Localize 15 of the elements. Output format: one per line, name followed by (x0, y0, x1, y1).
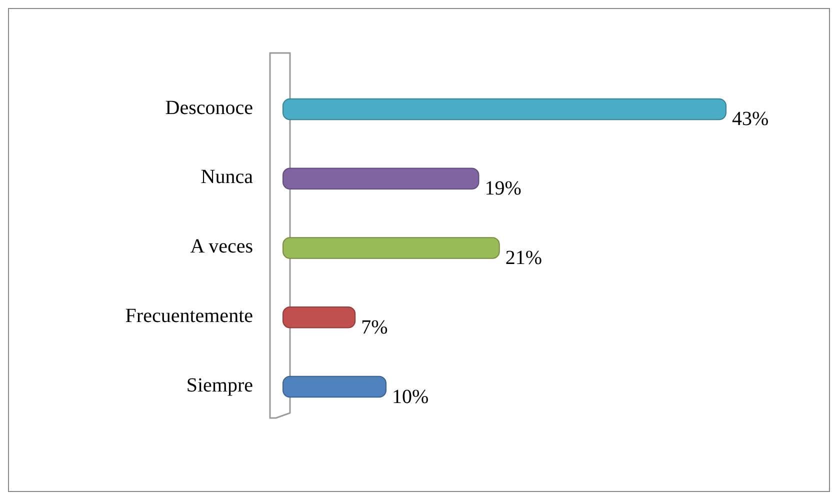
y-tick-label: A veces (190, 236, 254, 258)
data-label: 7% (361, 316, 388, 338)
bar (282, 376, 387, 398)
bar (282, 306, 356, 328)
y-tick-label: Frecuentemente (125, 304, 254, 327)
data-label: 43% (732, 108, 769, 130)
data-label: 10% (392, 386, 429, 408)
y-tick-label: Siempre (186, 374, 254, 396)
y-tick-label: Desconoce (165, 96, 254, 119)
data-label: 21% (505, 247, 542, 269)
bar (282, 237, 500, 259)
bar (282, 168, 480, 190)
data-label: 19% (484, 178, 522, 200)
y-tick-label: Nunca (200, 166, 254, 188)
bar (282, 98, 726, 120)
